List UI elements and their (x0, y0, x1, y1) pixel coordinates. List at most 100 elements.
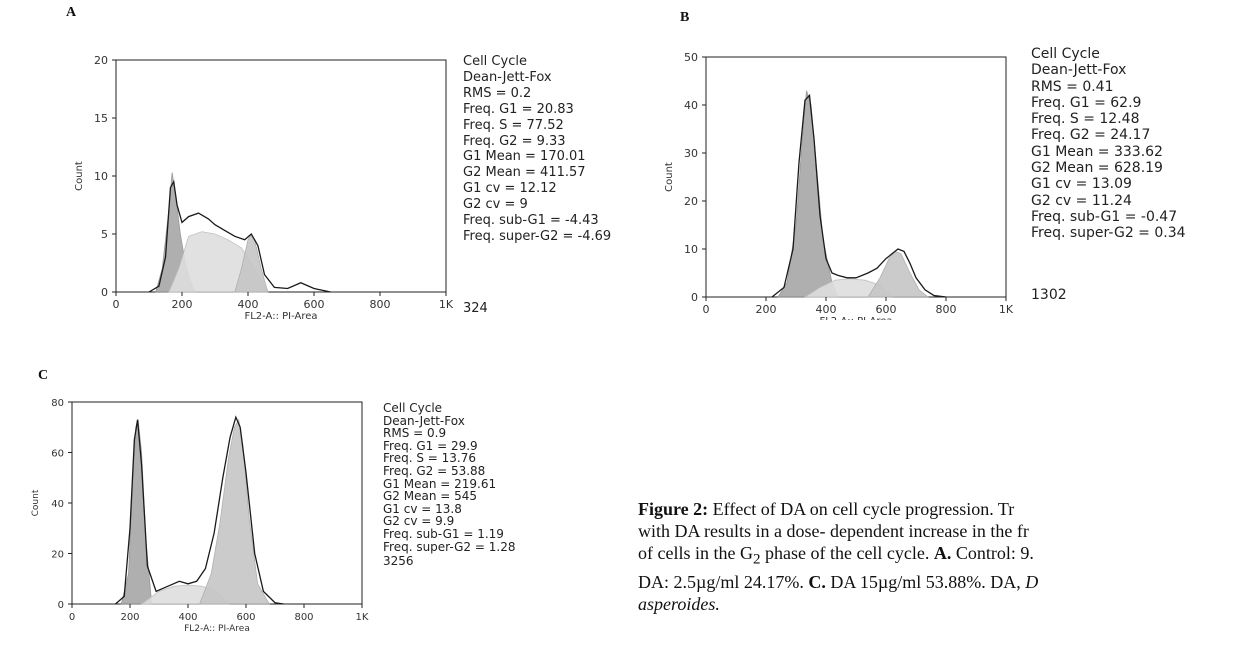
caption-text: Effect of DA on cell cycle progression. … (708, 499, 1015, 519)
y-tick-label: 20 (51, 550, 64, 561)
stat-line: Freq. S = 77.52 (463, 117, 564, 133)
stat-line: RMS = 0.2 (463, 85, 532, 101)
caption-subscript: 2 (752, 551, 761, 568)
x-tick-label: 600 (876, 303, 897, 316)
y-tick-label: 80 (51, 398, 64, 409)
stat-line: RMS = 0.9 (383, 426, 447, 441)
stats-c: Cell Cycle Dean-Jett-Fox RMS = 0.9 Freq.… (383, 402, 515, 553)
y-axis-label: Count (74, 161, 85, 191)
stat-line: G2 Mean = 411.57 (463, 165, 586, 181)
stats-title-line: Dean-Jett-Fox (383, 413, 465, 428)
stat-line: RMS = 0.41 (1031, 78, 1114, 95)
y-tick-label: 0 (691, 291, 698, 304)
stats-title-line: Cell Cycle (1031, 46, 1100, 62)
stats-title-line: Cell Cycle (463, 54, 527, 69)
y-tick-label: 5 (101, 228, 108, 241)
x-axis-label: FL2-A:: PI-Area (819, 316, 892, 320)
x-tick-label: 1K (439, 298, 454, 311)
stats-title-line: Cell Cycle (383, 401, 443, 415)
x-axis-label: FL2-A:: PI-Area (184, 624, 250, 634)
y-tick-label: 10 (94, 170, 108, 183)
caption-text: of cells in the G (638, 543, 753, 563)
x-tick-label: 0 (69, 612, 75, 623)
stat-line: G1 cv = 13.8 (383, 501, 462, 516)
histogram-line (115, 415, 284, 605)
event-count-b: 1302 (1031, 287, 1067, 303)
panel-letter-a: A (66, 5, 77, 20)
event-count-c: 3256 (383, 554, 414, 568)
caption-text: phase of the cell cycle. (760, 543, 934, 563)
stat-line: Freq. sub-G1 = 1.19 (383, 526, 504, 541)
x-tick-label: 0 (113, 298, 120, 311)
caption-text: Control: 9. (951, 543, 1034, 563)
stat-line: Freq. sub-G1 = -0.47 (1031, 208, 1178, 225)
stat-line: Freq. S = 12.48 (1031, 111, 1140, 128)
y-tick-label: 50 (684, 51, 698, 64)
y-tick-label: 40 (51, 499, 64, 510)
y-tick-label: 20 (94, 54, 108, 67)
caption-text: DA 15µg/ml 53.88%. DA, (825, 571, 1026, 592)
x-tick-label: 400 (178, 612, 197, 623)
stat-line: G1 cv = 12.12 (463, 181, 557, 197)
stat-line: Freq. G1 = 62.9 (1031, 94, 1142, 111)
y-tick-label: 40 (684, 99, 698, 112)
caption-text: with DA results in a dose- dependent inc… (638, 521, 1029, 541)
y-tick-label: 30 (684, 147, 698, 160)
stat-line: Freq. sub-G1 = -4.43 (463, 213, 599, 229)
event-count-a: 324 (463, 301, 488, 316)
stat-line: G2 Mean = 628.19 (1031, 160, 1163, 177)
panel-letter-c: C (38, 368, 49, 383)
stat-line: Freq. G1 = 29.9 (383, 438, 478, 453)
x-tick-label: 400 (238, 298, 259, 311)
stat-line: Freq. G2 = 24.17 (1031, 127, 1151, 144)
x-tick-label: 800 (370, 298, 391, 311)
x-tick-label: 200 (756, 303, 777, 316)
caption-label: Figure 2: (638, 499, 709, 519)
caption-species: D (1025, 571, 1039, 592)
histogram-line (771, 93, 947, 298)
x-tick-label: 800 (294, 612, 313, 623)
stat-line: Freq. S = 13.76 (383, 451, 476, 466)
stat-line: Freq. G2 = 53.88 (383, 463, 486, 478)
stat-line: G1 Mean = 333.62 (1031, 143, 1163, 160)
y-tick-label: 20 (684, 195, 698, 208)
caption-species: asperoides. (638, 593, 720, 614)
stat-line: G1 Mean = 170.01 (463, 149, 586, 165)
x-tick-label: 800 (936, 303, 957, 316)
model-g2-area (199, 418, 270, 605)
y-tick-label: 0 (58, 600, 64, 611)
x-tick-label: 400 (816, 303, 837, 316)
stats-a: Cell Cycle Dean-Jett-Fox RMS = 0.2 Freq.… (463, 54, 611, 245)
caption-panel-ref: A. (933, 543, 952, 563)
x-axis-label: FL2-A:: PI-Area (244, 311, 317, 322)
caption-panel-ref: C. (808, 571, 826, 592)
stat-line: G2 Mean = 545 (383, 489, 478, 504)
stat-line: G2 cv = 11.24 (1031, 192, 1132, 209)
x-tick-label: 0 (703, 303, 710, 316)
stat-line: Freq. G2 = 9.33 (463, 133, 566, 149)
x-tick-label: 1K (356, 612, 369, 623)
stat-line: G1 Mean = 219.61 (383, 476, 497, 491)
stat-line: Freq. super-G2 = 0.34 (1031, 225, 1186, 242)
y-axis-label: Count (31, 489, 41, 516)
stats-title-line: Dean-Jett-Fox (1031, 62, 1127, 79)
y-tick-label: 10 (684, 243, 698, 256)
stat-line: Freq. super-G2 = 1.28 (383, 539, 516, 554)
x-tick-label: 1K (999, 303, 1014, 316)
caption-text: DA: 2.5µg/ml 24.17%. (638, 571, 809, 592)
x-tick-label: 200 (172, 298, 193, 311)
histogram-b: 02004006008001K01020304050FL2-A:: PI-Are… (664, 51, 1014, 320)
y-tick-label: 15 (94, 112, 108, 125)
plot-frame (705, 56, 1007, 298)
x-tick-label: 600 (304, 298, 325, 311)
stats-b: Cell Cycle Dean-Jett-Fox RMS = 0.41 Freq… (1031, 46, 1186, 242)
y-axis-label: Count (664, 162, 675, 192)
y-tick-label: 0 (101, 286, 108, 299)
stat-line: G2 cv = 9 (463, 197, 528, 213)
x-tick-label: 200 (120, 612, 139, 623)
x-tick-label: 600 (236, 612, 255, 623)
stat-line: G2 cv = 9.9 (383, 514, 455, 529)
stat-line: Freq. G1 = 20.83 (463, 101, 574, 117)
